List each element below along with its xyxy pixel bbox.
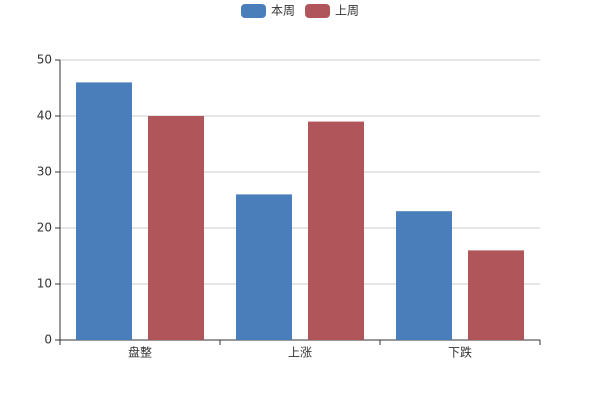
y-tick-label: 30 (37, 165, 52, 179)
legend-label[interactable]: 本周 (271, 4, 295, 18)
y-tick-label: 0 (44, 333, 52, 347)
y-tick-label: 50 (37, 53, 52, 67)
bar (236, 194, 292, 340)
legend-swatch[interactable] (241, 4, 266, 18)
x-tick-label: 上涨 (288, 345, 312, 360)
y-tick-label: 10 (37, 277, 52, 291)
bar (308, 121, 364, 340)
x-tick-label: 下跌 (448, 345, 472, 360)
bar (148, 116, 204, 340)
bar (468, 250, 524, 340)
legend-swatch[interactable] (305, 4, 331, 18)
y-tick-label: 40 (37, 109, 52, 123)
y-tick-label: 20 (37, 221, 52, 235)
x-tick-label: 盘整 (128, 345, 152, 360)
legend-label[interactable]: 上周 (335, 4, 359, 18)
bar (396, 211, 452, 340)
bar (76, 82, 132, 341)
